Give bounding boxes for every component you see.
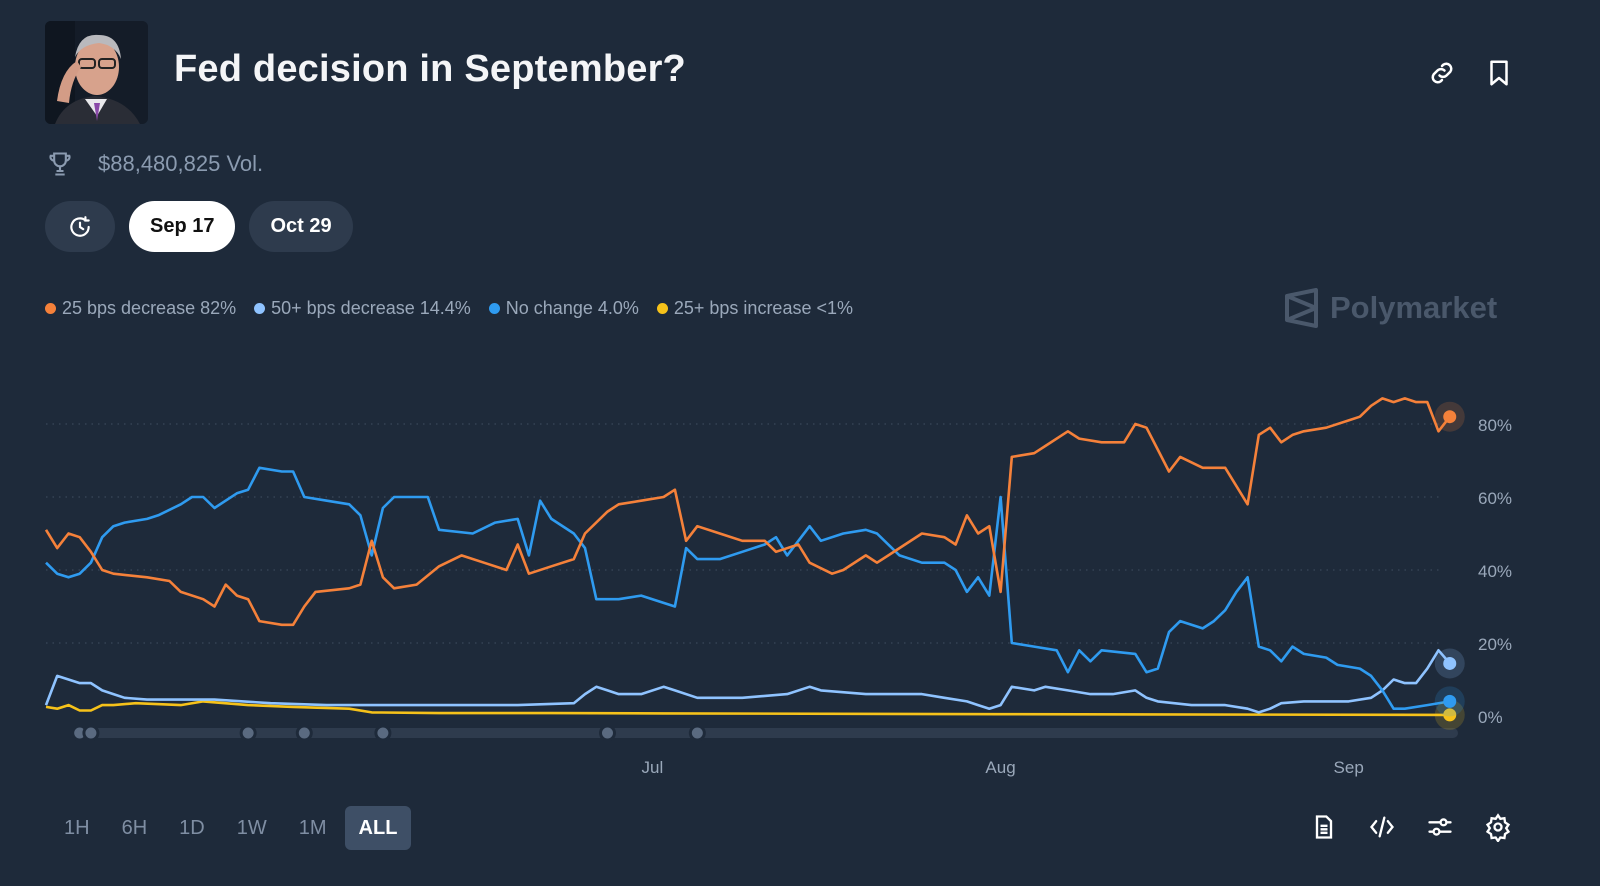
series-line xyxy=(45,466,1451,710)
y-tick-label: 20% xyxy=(1478,635,1512,654)
polymarket-watermark: Polymarket xyxy=(1284,288,1497,328)
range-6h[interactable]: 6H xyxy=(121,816,148,839)
series-line xyxy=(44,649,1451,714)
range-all[interactable]: ALL xyxy=(344,806,412,850)
history-button[interactable] xyxy=(45,201,115,252)
range-1w[interactable]: 1W xyxy=(236,816,267,839)
embed-button[interactable] xyxy=(1368,812,1396,842)
timeline-event-marker[interactable] xyxy=(688,724,706,742)
price-chart[interactable]: 0% 20% 40% 60% 80% Jul Aug Sep xyxy=(0,360,1600,780)
volume-text: $88,480,825 Vol. xyxy=(98,151,264,176)
polymarket-logo-icon xyxy=(1285,288,1318,328)
timeline-event-marker[interactable] xyxy=(239,724,257,742)
legend-swatch xyxy=(488,303,500,314)
date-tab-sep-17[interactable]: Sep 17 xyxy=(129,201,236,252)
timeline-event-marker[interactable] xyxy=(82,724,100,742)
series-end-point xyxy=(1443,708,1457,722)
legend-item: 25+ bps increase <1% xyxy=(656,298,853,319)
rules-button[interactable] xyxy=(1310,812,1338,842)
x-tick-label: Sep xyxy=(1334,758,1364,777)
timeline-scrubber-track[interactable] xyxy=(80,728,1458,738)
y-tick-label: 40% xyxy=(1478,562,1512,581)
timeline-event-marker[interactable] xyxy=(599,724,616,742)
series-end-point xyxy=(1443,410,1457,424)
legend-label: No change 4.0% xyxy=(505,298,639,318)
trophy-icon xyxy=(49,152,71,176)
time-range-selector: 1H 6H 1D 1W 1M ALL xyxy=(50,806,412,850)
y-tick-label: 80% xyxy=(1478,416,1512,435)
market-image xyxy=(45,21,148,124)
range-1m[interactable]: 1M xyxy=(298,816,327,839)
legend-swatch xyxy=(45,303,56,314)
embed-code-icon xyxy=(1370,816,1394,838)
chart-legend: 25 bps decrease 82% 50+ bps decrease 14.… xyxy=(45,298,853,319)
y-tick-label: 0% xyxy=(1478,708,1503,727)
settings-button[interactable] xyxy=(1484,812,1512,844)
legend-label: 25 bps decrease 82% xyxy=(62,298,237,318)
sliders-icon xyxy=(1428,818,1452,836)
legend-swatch xyxy=(656,303,668,314)
legend-swatch xyxy=(254,303,266,314)
timeline-event-marker[interactable] xyxy=(374,724,392,742)
settings-gear-icon xyxy=(1485,813,1511,844)
x-tick-label: Aug xyxy=(985,758,1015,777)
legend-item: 50+ bps decrease 14.4% xyxy=(254,298,471,319)
range-1d[interactable]: 1D xyxy=(179,816,205,839)
series-end-point xyxy=(1443,656,1457,670)
bookmark-icon xyxy=(1490,60,1508,86)
page-title: Fed decision in September? xyxy=(174,48,686,90)
range-1h[interactable]: 1H xyxy=(64,816,90,839)
legend-item: No change 4.0% xyxy=(488,298,639,319)
bookmark-button[interactable] xyxy=(1484,58,1514,88)
document-icon xyxy=(1315,815,1333,839)
chart-settings-sliders-button[interactable] xyxy=(1426,812,1454,842)
date-tabs: Sep 17 Oct 29 xyxy=(45,201,353,252)
chart-tools xyxy=(1310,812,1512,844)
legend-item: 25 bps decrease 82% xyxy=(45,298,236,319)
volume: $88,480,825 Vol. xyxy=(46,150,263,178)
x-tick-label: Jul xyxy=(642,758,664,777)
y-tick-label: 60% xyxy=(1478,489,1512,508)
legend-label: 50+ bps decrease 14.4% xyxy=(271,298,471,318)
timeline-event-marker[interactable] xyxy=(295,724,313,742)
legend-label: 25+ bps increase <1% xyxy=(673,298,853,318)
history-clock-icon xyxy=(70,215,90,237)
link-icon xyxy=(1431,62,1453,84)
series-line xyxy=(44,397,1451,627)
series-end-point xyxy=(1443,694,1457,708)
brand-name: Polymarket xyxy=(1330,290,1498,325)
series-line xyxy=(45,700,1450,717)
date-tab-oct-29[interactable]: Oct 29 xyxy=(249,201,353,252)
copy-link-button[interactable] xyxy=(1427,58,1457,88)
